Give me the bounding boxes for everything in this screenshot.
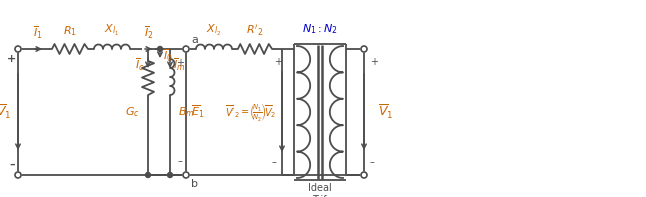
Text: Ideal
Trif.: Ideal Trif. [308, 183, 332, 197]
Circle shape [158, 46, 163, 51]
Circle shape [167, 173, 172, 177]
Text: $\overline{V}_1$: $\overline{V}_1$ [378, 103, 393, 121]
Text: $\overline{I}_c$: $\overline{I}_c$ [136, 57, 145, 73]
Text: –: – [9, 160, 15, 170]
Text: –: – [271, 157, 276, 167]
Text: $G_c$: $G_c$ [125, 105, 140, 119]
Text: –: – [178, 156, 182, 166]
Text: $R_1$: $R_1$ [63, 24, 77, 38]
Circle shape [15, 172, 21, 178]
Circle shape [183, 172, 189, 178]
Text: $\overline{V}'_2{=}\!\left(\!\frac{N_1}{N_2}\!\right)\!\overline{V}_2$: $\overline{V}'_2{=}\!\left(\!\frac{N_1}{… [225, 101, 277, 123]
Circle shape [145, 173, 151, 177]
Text: +: + [370, 57, 378, 67]
Circle shape [361, 172, 367, 178]
Text: $\overline{I}_m$: $\overline{I}_m$ [173, 57, 185, 73]
Circle shape [361, 46, 367, 52]
Text: $X_{l_1}$: $X_{l_1}$ [105, 23, 120, 38]
Text: $R'_2$: $R'_2$ [246, 23, 264, 38]
Text: +: + [274, 57, 282, 67]
Text: $N_1 : N_2$: $N_1 : N_2$ [302, 22, 338, 36]
Text: $\overline{I}_2$: $\overline{I}_2$ [144, 24, 154, 41]
Text: a: a [191, 35, 198, 45]
Text: $\overline{I}_0$: $\overline{I}_0$ [163, 48, 172, 64]
Text: +: + [7, 54, 17, 64]
Text: –: – [370, 157, 375, 167]
Text: $X_{l_2}$: $X_{l_2}$ [207, 23, 222, 38]
Text: $B_m$: $B_m$ [178, 105, 194, 119]
Circle shape [15, 46, 21, 52]
Text: $\overline{I}_1$: $\overline{I}_1$ [33, 24, 43, 41]
Text: $\overline{E}_1$: $\overline{E}_1$ [191, 104, 204, 120]
Text: $\overline{V}_1$: $\overline{V}_1$ [0, 103, 12, 121]
Text: +: + [176, 58, 184, 68]
Text: b: b [191, 179, 198, 189]
Circle shape [183, 46, 189, 52]
